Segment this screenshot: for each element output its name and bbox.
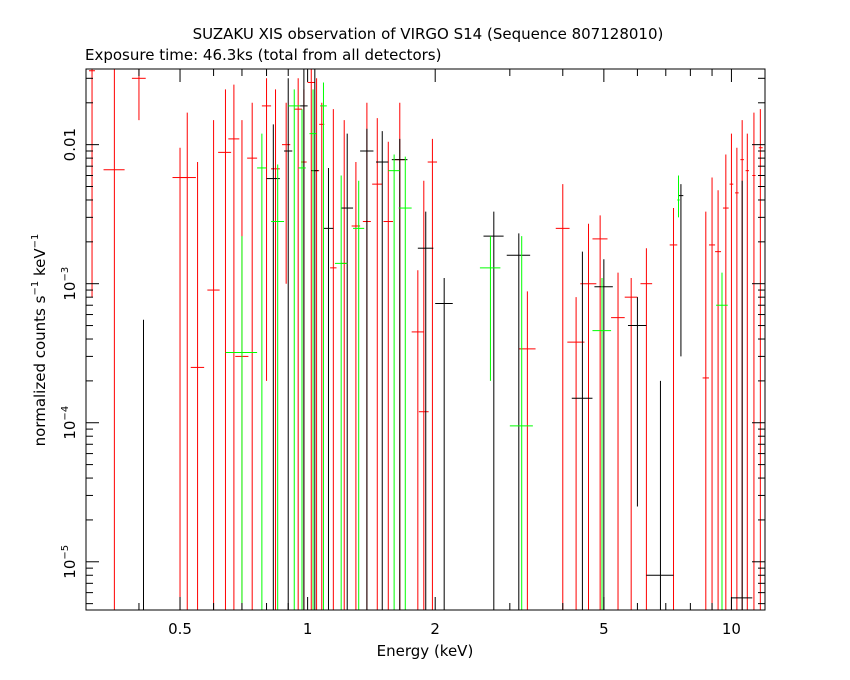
- data-point: [281, 102, 291, 284]
- data-point: [646, 380, 674, 610]
- data-point: [398, 156, 412, 610]
- data-point: [731, 180, 753, 610]
- data-marks: [89, 69, 763, 611]
- data-point: [320, 82, 327, 610]
- data-point: [207, 120, 220, 610]
- data-point: [257, 133, 267, 610]
- data-point: [752, 112, 756, 610]
- y-tick-label: 10−3: [60, 267, 79, 301]
- data-point: [388, 154, 400, 610]
- data-point: [509, 236, 533, 610]
- axes: 0.5 1 2 5 10 10−5 10−4 10−3 0.01: [60, 69, 765, 638]
- data-point: [225, 236, 258, 610]
- chart-title: SUZAKU XIS observation of VIRGO S14 (Seq…: [193, 25, 664, 43]
- data-point: [89, 69, 95, 298]
- data-point: [284, 78, 293, 610]
- data-point: [708, 177, 716, 610]
- y-axis-label: normalized counts s−1 keV−1: [30, 234, 49, 447]
- data-point: [311, 69, 319, 610]
- data-point: [323, 167, 334, 610]
- data-point: [592, 215, 608, 610]
- series-1: [141, 69, 753, 611]
- data-point: [360, 128, 374, 610]
- data-point: [247, 102, 258, 610]
- data-point: [571, 251, 593, 610]
- data-point: [353, 180, 365, 610]
- x-tick-label: 0.5: [168, 620, 192, 638]
- data-point: [722, 154, 729, 610]
- series-2: [225, 82, 728, 610]
- data-point: [218, 89, 232, 610]
- y-tick-label: 0.01: [61, 128, 79, 161]
- data-point: [131, 69, 146, 121]
- data-point: [383, 141, 393, 610]
- data-point: [594, 259, 613, 610]
- data-point: [640, 248, 653, 610]
- data-point: [180, 112, 196, 610]
- data-point: [228, 84, 240, 610]
- x-tick-label: 10: [722, 620, 741, 638]
- data-point: [376, 131, 389, 610]
- data-point: [611, 272, 625, 610]
- x-axis-label: Energy (keV): [377, 642, 474, 660]
- data-point: [411, 270, 424, 610]
- data-point: [555, 184, 570, 610]
- data-point: [190, 162, 205, 610]
- data-point: [506, 233, 531, 610]
- y-tick-label: 10−4: [60, 406, 79, 440]
- data-point: [624, 277, 638, 610]
- data-point: [372, 118, 383, 610]
- data-point: [417, 211, 434, 610]
- data-point: [271, 89, 280, 610]
- data-point: [427, 138, 438, 610]
- data-point: [702, 211, 709, 610]
- data-point: [483, 211, 504, 610]
- data-point: [669, 208, 678, 610]
- data-point: [309, 89, 317, 610]
- data-point: [729, 133, 734, 610]
- tick-marks: [85, 69, 765, 610]
- y-tick-label: 10−5: [60, 545, 79, 579]
- data-point: [627, 297, 647, 507]
- data-point: [307, 69, 315, 610]
- data-point: [341, 133, 354, 610]
- data-point: [261, 78, 272, 381]
- x-tick-label: 5: [599, 620, 609, 638]
- chart-subtitle: Exposure time: 46.3ks (total from all de…: [85, 46, 441, 64]
- data-point: [298, 109, 306, 610]
- data-point: [330, 109, 337, 610]
- data-point: [271, 164, 285, 610]
- x-tick-label: 2: [430, 620, 440, 638]
- data-point: [716, 272, 728, 610]
- data-point: [678, 184, 684, 357]
- data-point: [715, 190, 722, 610]
- data-point: [294, 78, 303, 610]
- data-point: [745, 133, 749, 610]
- data-point: [288, 89, 301, 610]
- data-point: [580, 223, 597, 610]
- data-point: [592, 277, 612, 610]
- data-point: [418, 180, 429, 610]
- data-point: [735, 147, 739, 610]
- data-point: [334, 175, 348, 610]
- data-point: [103, 69, 125, 610]
- data-point: [435, 277, 453, 610]
- data-point: [758, 109, 763, 610]
- data-point: [567, 297, 585, 610]
- data-point: [300, 69, 308, 610]
- data-point: [677, 175, 680, 218]
- x-tick-label: 1: [303, 620, 313, 638]
- data-point: [479, 236, 501, 381]
